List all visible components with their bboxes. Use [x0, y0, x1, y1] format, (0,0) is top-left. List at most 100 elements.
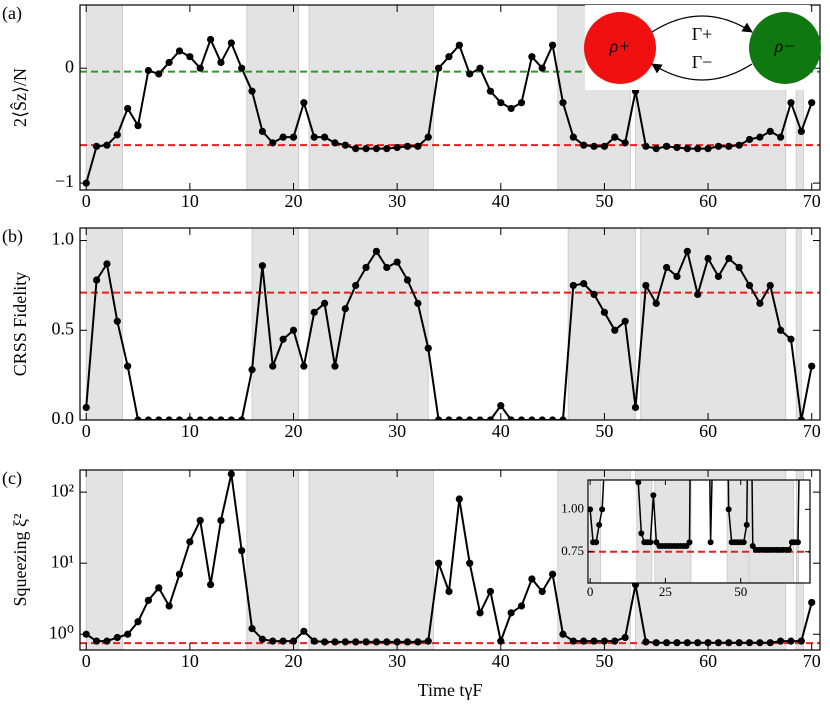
x-tick-label: 50: [595, 651, 613, 671]
data-line: [85, 248, 813, 420]
data-point: [186, 53, 194, 61]
x-tick-label: 20: [285, 191, 303, 211]
data-point: [134, 122, 142, 130]
y-tick-label: 0.0: [52, 408, 75, 428]
data-point: [352, 281, 360, 290]
x-tick-label: 20: [285, 651, 303, 671]
rate-label: Γ−: [692, 52, 713, 72]
node-label: ρ+: [609, 36, 631, 56]
data-point: [434, 64, 443, 72]
data-point: [466, 416, 474, 420]
y-tick-label: 1.00: [561, 500, 584, 515]
data-point: [593, 539, 600, 546]
data-point: [486, 416, 495, 420]
plot-area: [588, 219, 810, 583]
x-tick-label: 40: [492, 421, 510, 441]
data-point: [787, 99, 795, 107]
data-point: [725, 254, 733, 263]
data-point: [227, 416, 235, 420]
shaded-region: [308, 228, 429, 420]
transition-arrow: [651, 15, 753, 33]
data-point: [279, 133, 287, 141]
data-point: [175, 570, 184, 578]
data-point: [165, 416, 173, 420]
data-point: [797, 416, 805, 420]
data-point: [797, 127, 805, 135]
data-point: [549, 416, 557, 420]
y-tick-label: 10²: [51, 480, 74, 500]
panel: 0 10 20 30 40 50 60 70 0.0 0.5 1.0: [52, 227, 821, 441]
data-point: [683, 639, 691, 647]
data-point: [614, 219, 620, 225]
data-point: [445, 416, 453, 420]
inset-chart: 0 25 50 0.75 1.00: [561, 219, 811, 599]
shaded-region: [246, 470, 300, 650]
data-point: [647, 539, 654, 546]
data-point: [650, 492, 657, 499]
data-point: [808, 362, 816, 370]
data-point: [269, 362, 277, 370]
data-point: [476, 64, 484, 72]
x-tick-label: 30: [388, 421, 406, 441]
data-point: [559, 630, 567, 638]
data-point: [103, 637, 111, 645]
data-point: [538, 64, 546, 72]
y-tick-label: 0.5: [52, 318, 75, 338]
x-tick-label: 0: [82, 191, 91, 211]
data-point: [600, 308, 609, 316]
data-point: [113, 131, 121, 139]
data-point: [714, 272, 723, 281]
data-point: [424, 637, 432, 645]
data-point: [206, 580, 215, 589]
data-point: [528, 53, 536, 61]
data-point: [663, 142, 671, 150]
data-point: [269, 637, 277, 645]
data-point: [175, 416, 184, 420]
data-point: [735, 141, 743, 149]
data-point: [707, 539, 714, 546]
rate-label: Γ+: [692, 24, 713, 44]
data-point: [372, 247, 381, 255]
data-point: [279, 637, 287, 645]
plot-frame: [79, 469, 821, 651]
data-point: [372, 145, 381, 153]
y-tick-label: 0: [65, 56, 74, 76]
y-axis-label: CRSS Fidelity: [10, 272, 30, 377]
x-tick-label: 50: [734, 584, 747, 599]
x-tick-label: 10: [181, 421, 199, 441]
data-point: [528, 575, 536, 583]
panel-label: (c): [2, 468, 22, 489]
data-point: [631, 403, 640, 412]
data-point: [777, 326, 785, 334]
x-tick-label: 20: [285, 421, 303, 441]
data-point: [745, 281, 754, 290]
data-point: [507, 609, 515, 617]
data-point: [414, 299, 422, 307]
data-point: [673, 639, 681, 647]
data-point: [155, 416, 163, 420]
x-tick-label: 25: [659, 584, 672, 599]
x-axis-label: Time tγF: [418, 680, 483, 700]
data-point: [486, 587, 495, 596]
state-diagram: ρ+ ρ− Γ+ Γ−: [584, 5, 821, 90]
data-point: [777, 637, 785, 645]
data-point: [320, 299, 329, 307]
x-tick-label: 30: [388, 191, 406, 211]
x-tick-label: 50: [595, 421, 613, 441]
data-point: [486, 87, 495, 95]
data-point: [621, 633, 629, 642]
data-point: [704, 639, 712, 647]
data-point: [600, 637, 609, 645]
state-node: [584, 12, 656, 84]
data-point: [238, 416, 246, 420]
panel: 0 10 20 30 40 50 60 70 −1 0: [55, 4, 821, 211]
data-point: [144, 66, 153, 75]
shaded-region: [795, 228, 802, 420]
node-label: ρ−: [774, 36, 796, 56]
data-point: [165, 58, 173, 67]
data-point: [113, 317, 121, 325]
shaded-region: [308, 5, 434, 190]
data-point: [580, 280, 588, 288]
data-point: [196, 64, 204, 72]
